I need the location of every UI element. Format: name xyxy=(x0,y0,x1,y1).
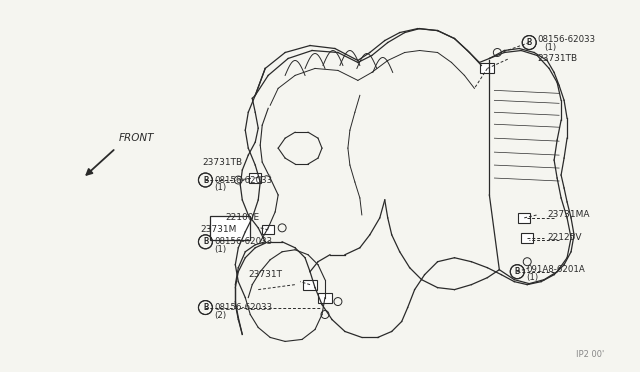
Text: B: B xyxy=(203,303,208,312)
Text: 08156-62033: 08156-62033 xyxy=(214,303,273,312)
Text: (2): (2) xyxy=(214,311,227,320)
Text: (1): (1) xyxy=(214,183,227,192)
Text: FRONT: FRONT xyxy=(119,133,154,143)
Bar xyxy=(211,216,250,240)
Text: 23731TB: 23731TB xyxy=(537,54,577,63)
Bar xyxy=(262,225,274,234)
Text: 23731T: 23731T xyxy=(248,270,282,279)
Text: 22125V: 22125V xyxy=(547,233,582,242)
Text: (1): (1) xyxy=(544,43,556,52)
Bar xyxy=(303,280,317,290)
Bar xyxy=(521,233,533,243)
Text: B: B xyxy=(515,267,520,276)
Text: 23731TB: 23731TB xyxy=(202,158,243,167)
Text: 23731M: 23731M xyxy=(200,225,237,234)
Text: B: B xyxy=(203,237,208,246)
Text: B: B xyxy=(515,267,520,276)
Text: 091A8-6201A: 091A8-6201A xyxy=(526,265,585,274)
Text: B: B xyxy=(203,237,208,246)
Bar xyxy=(249,173,261,183)
Bar xyxy=(481,64,494,73)
Text: B: B xyxy=(203,176,208,185)
Bar xyxy=(318,293,332,302)
Text: 23731MA: 23731MA xyxy=(547,211,589,219)
Text: 08156-62033: 08156-62033 xyxy=(214,176,273,185)
Text: B: B xyxy=(527,38,532,47)
Text: 22100E: 22100E xyxy=(225,214,259,222)
Text: (1): (1) xyxy=(214,245,227,254)
Text: 08156-62033: 08156-62033 xyxy=(214,237,273,246)
Text: B: B xyxy=(203,176,208,185)
Text: IP2 00': IP2 00' xyxy=(576,350,604,359)
Text: 08156-62033: 08156-62033 xyxy=(537,35,595,44)
Text: B: B xyxy=(527,38,532,47)
Bar xyxy=(518,213,530,223)
Text: (1): (1) xyxy=(526,273,538,282)
Text: B: B xyxy=(203,303,208,312)
